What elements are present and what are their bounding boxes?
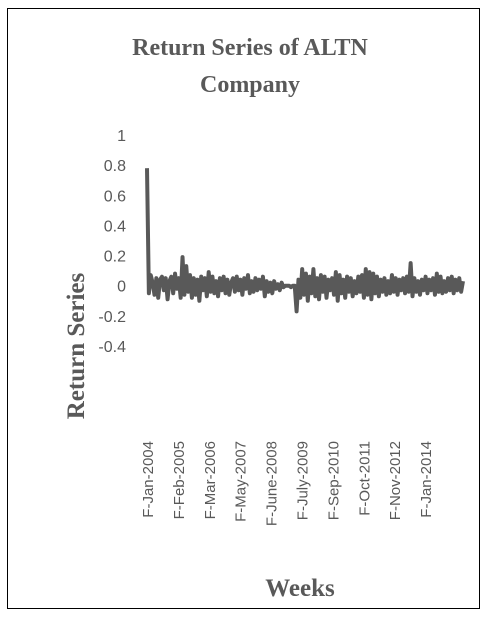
y-tick-label: 0.6: [104, 188, 126, 205]
x-tick-label: F-July-2009: [295, 441, 312, 520]
y-tick-label: -0.4: [98, 339, 126, 356]
chart-title-line-1: Return Series of ALTN: [132, 35, 368, 61]
y-axis-tick-labels: 1 0.8 0.6 0.4 0.2 0 -0.2 -0.4: [98, 128, 126, 356]
x-tick-label: F-June-2008: [264, 441, 281, 526]
y-tick-label: -0.2: [98, 309, 126, 326]
plot-area: [145, 168, 465, 314]
x-tick-label: F-Mar-2006: [202, 441, 219, 519]
x-tick-label: F-May-2007: [233, 441, 250, 522]
x-tick-label: F-Jan-2004: [140, 441, 157, 518]
chart-frame: Return Series of ALTN Company 1 0.8 0.6 0.4…: [7, 8, 480, 609]
y-axis-title: Return Series: [63, 272, 90, 419]
y-tick-label: 0.2: [104, 249, 126, 266]
return-series-line: [145, 168, 465, 314]
y-tick-label: 0.8: [104, 158, 126, 175]
y-tick-label: 0.4: [104, 218, 126, 235]
x-axis-title: Weeks: [265, 575, 335, 602]
x-tick-label: F-Jan-2014: [418, 441, 435, 518]
x-axis-tick-labels: F-Jan-2004 F-Feb-2005 F-Mar-2006 F-May-2007…: [140, 441, 435, 526]
chart-title-line-2: Company: [200, 72, 300, 98]
x-tick-label: F-Nov-2012: [387, 441, 404, 520]
x-tick-label: F-Sep-2010: [325, 441, 342, 520]
y-tick-label: 0: [117, 279, 126, 296]
x-tick-label: F-Feb-2005: [171, 441, 188, 519]
x-tick-label: F-Oct-2011: [356, 441, 373, 516]
y-tick-label: 1: [117, 128, 126, 145]
chart-svg: Return Series of ALTN Company 1 0.8 0.6 0.4…: [63, 35, 465, 602]
